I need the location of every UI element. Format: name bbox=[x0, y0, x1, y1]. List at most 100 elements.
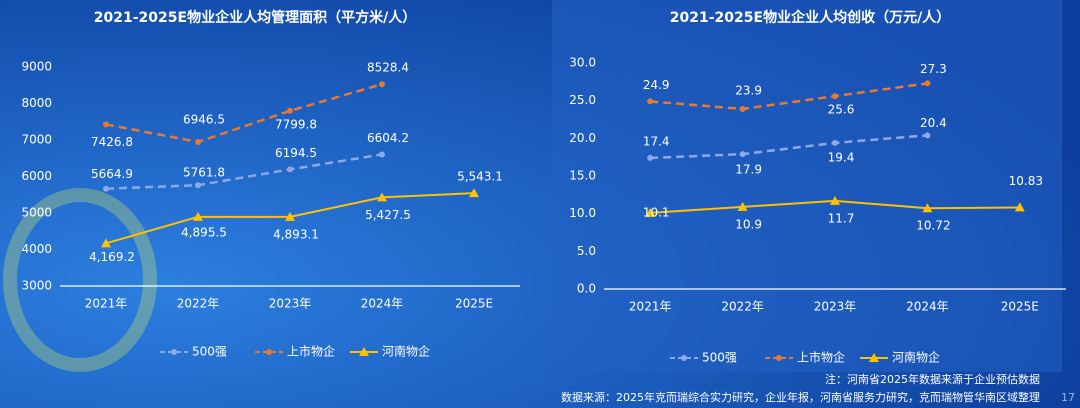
marker bbox=[377, 192, 387, 202]
data-label: 17.4 bbox=[643, 134, 670, 148]
legend-label: 上市物企 bbox=[797, 350, 845, 365]
panel bbox=[552, 0, 1062, 372]
y-tick-label: 5000 bbox=[21, 206, 52, 220]
marker bbox=[647, 154, 654, 161]
series-line bbox=[650, 134, 928, 160]
data-label: 10.72 bbox=[916, 219, 950, 233]
marker bbox=[103, 121, 109, 128]
legend-marker bbox=[359, 347, 369, 356]
source: 数据来源：2025年克而瑞综合实力研究，企业年报，河南省服务力研究，克而瑞物管华… bbox=[561, 390, 1040, 404]
legend-label: 河南物企 bbox=[382, 344, 430, 359]
marker bbox=[287, 107, 293, 114]
marker bbox=[924, 132, 931, 139]
marker bbox=[830, 195, 840, 205]
y-tick-label: 15.0 bbox=[569, 169, 596, 183]
data-label: 10.83 bbox=[1009, 174, 1043, 188]
marker bbox=[739, 151, 746, 158]
y-tick-label: 30.0 bbox=[569, 56, 596, 70]
legend-marker bbox=[869, 353, 879, 362]
series-line bbox=[105, 83, 383, 144]
data-label: 25.6 bbox=[828, 103, 855, 117]
data-label: 20.4 bbox=[920, 116, 947, 130]
marker bbox=[195, 182, 201, 189]
marker bbox=[645, 207, 656, 217]
y-tick-label: 3000 bbox=[21, 279, 52, 293]
y-tick-label: 6000 bbox=[21, 169, 52, 183]
y-tick-label: 25.0 bbox=[569, 93, 596, 107]
data-label: 8528.4 bbox=[367, 61, 409, 75]
data-label: 5,543.1 bbox=[457, 170, 503, 184]
chart-title: 2021-2025E物业企业人均创收（万元/人） bbox=[670, 9, 950, 26]
legend-label: 500强 bbox=[192, 345, 227, 359]
marker bbox=[101, 238, 111, 248]
marker bbox=[285, 211, 295, 221]
data-label: 11.7 bbox=[828, 211, 855, 225]
legend-marker bbox=[266, 349, 272, 355]
marker bbox=[832, 93, 838, 100]
data-label: 4,895.5 bbox=[181, 225, 227, 239]
marker bbox=[1014, 202, 1025, 212]
marker bbox=[832, 139, 838, 146]
marker bbox=[922, 203, 933, 213]
y-tick-label: 8000 bbox=[21, 96, 52, 110]
data-label: 7799.8 bbox=[275, 117, 317, 131]
data-label: 4,169.2 bbox=[89, 250, 135, 264]
marker bbox=[924, 80, 931, 87]
marker bbox=[103, 185, 109, 192]
data-label: 19.4 bbox=[828, 150, 855, 164]
chart-title: 2021-2025E物业企业人均管理面积（平方米/人） bbox=[94, 9, 416, 26]
note: 注：河南省2025年数据来源于企业预估数据 bbox=[825, 372, 1040, 386]
legend-marker bbox=[776, 355, 782, 361]
data-label: 17.9 bbox=[735, 163, 762, 177]
marker bbox=[737, 201, 748, 211]
y-tick-label: 9000 bbox=[21, 60, 52, 74]
marker bbox=[739, 105, 746, 112]
marker bbox=[287, 166, 293, 173]
decor bbox=[3, 188, 157, 372]
x-tick-label: 2023年 bbox=[814, 300, 857, 314]
legend-label: 上市物企 bbox=[287, 344, 335, 359]
data-label: 5664.9 bbox=[91, 167, 133, 181]
data-label: 10.9 bbox=[735, 217, 762, 231]
data-label: 6194.5 bbox=[275, 146, 317, 160]
x-tick-label: 2025E bbox=[1001, 300, 1039, 314]
y-tick-label: 0.0 bbox=[577, 282, 596, 296]
data-label: 24.9 bbox=[643, 78, 670, 92]
data-label: 10.1 bbox=[643, 205, 670, 219]
legend-label: 河南物企 bbox=[892, 350, 940, 365]
series-line bbox=[105, 153, 383, 190]
y-tick-label: 4000 bbox=[21, 242, 52, 256]
legend-marker bbox=[681, 355, 687, 361]
y-tick-label: 10.0 bbox=[569, 206, 596, 220]
x-tick-label: 2023年 bbox=[269, 297, 312, 311]
x-tick-label: 2022年 bbox=[177, 297, 220, 311]
y-tick-label: 20.0 bbox=[569, 131, 596, 145]
x-tick-label: 2024年 bbox=[906, 300, 949, 314]
x-tick-label: 2021年 bbox=[629, 300, 672, 314]
y-tick-label: 5.0 bbox=[577, 244, 596, 258]
marker bbox=[647, 98, 654, 105]
data-label: 27.3 bbox=[920, 62, 947, 76]
x-tick-label: 2024年 bbox=[361, 297, 404, 311]
x-tick-label: 2021年 bbox=[85, 297, 128, 311]
data-label: 7426.8 bbox=[91, 135, 133, 149]
marker bbox=[193, 211, 203, 221]
marker bbox=[379, 151, 385, 158]
series-line bbox=[650, 82, 928, 111]
marker bbox=[469, 188, 479, 198]
y-tick-label: 7000 bbox=[21, 133, 52, 147]
data-label: 5,427.5 bbox=[365, 208, 411, 222]
data-label: 5761.8 bbox=[183, 166, 225, 180]
data-label: 6604.2 bbox=[367, 131, 409, 145]
x-tick-label: 2025E bbox=[455, 297, 493, 311]
legend-marker bbox=[171, 349, 177, 355]
data-label: 6946.5 bbox=[183, 112, 225, 126]
marker bbox=[379, 81, 385, 88]
x-tick-label: 2022年 bbox=[721, 300, 764, 314]
data-label: 23.9 bbox=[735, 83, 762, 97]
data-label: 4,893.1 bbox=[273, 227, 319, 241]
marker bbox=[195, 138, 201, 145]
page-number: 17 bbox=[1061, 391, 1075, 404]
legend-label: 500强 bbox=[702, 351, 737, 365]
